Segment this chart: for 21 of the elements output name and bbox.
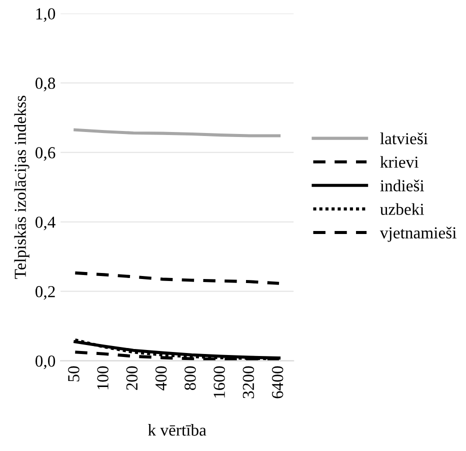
- x-tick-label: 100: [97, 366, 108, 390]
- y-tick-label: 0,0: [36, 356, 56, 370]
- x-tick-label: 6400: [272, 366, 284, 398]
- y-axis-title: Telpiskās izolācijas indekss: [14, 96, 30, 279]
- legend-label: indieši: [380, 180, 424, 192]
- y-tick-label: 0,6: [36, 147, 56, 161]
- x-tick-label: 50: [68, 366, 80, 382]
- legend-label: vjetnamieši: [380, 226, 456, 242]
- x-axis-title: k vērtība: [148, 424, 206, 436]
- x-tick-label: 200: [126, 366, 138, 390]
- x-tick-label: 400: [155, 366, 167, 390]
- x-tick-label: 3200: [242, 366, 254, 398]
- legend-label: latvieši: [380, 132, 428, 144]
- y-tick-label: 1,0: [36, 8, 56, 22]
- legend-label: krievi: [380, 156, 418, 168]
- y-tick-label: 0,2: [36, 286, 55, 300]
- legend-label: uzbeki: [380, 203, 424, 215]
- y-tick-label: 0,4: [36, 216, 56, 230]
- x-tick-label: 800: [184, 366, 196, 390]
- y-tick-label: 0,8: [36, 78, 56, 92]
- x-tick-label: 1600: [214, 366, 225, 398]
